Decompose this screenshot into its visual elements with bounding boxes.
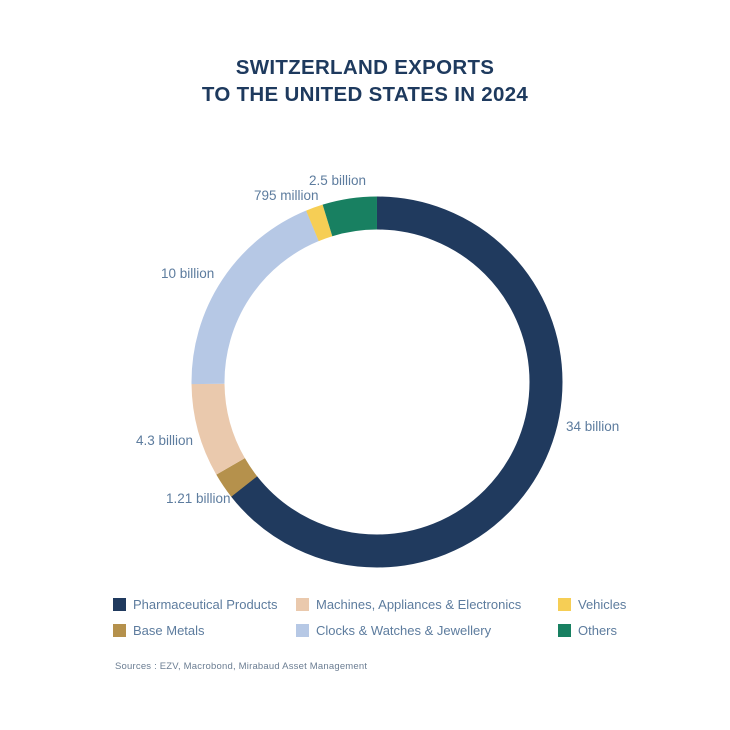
- legend-item-vehicles: Vehicles: [558, 597, 626, 612]
- legend-item-pharmaceutical-products: Pharmaceutical Products: [113, 597, 296, 612]
- legend-label: Base Metals: [133, 623, 205, 638]
- donut-slice: [191, 196, 563, 568]
- legend-swatch-machines-appliances-electronics: [296, 598, 309, 611]
- chart-title-line2: TO THE UNITED STATES IN 2024: [201, 83, 529, 106]
- donut-slice: [191, 196, 563, 568]
- slice-label-base-metals: 1.21 billion: [166, 491, 231, 506]
- legend-swatch-pharmaceutical-products: [113, 598, 126, 611]
- donut-slice: [191, 196, 563, 568]
- legend-item-base-metals: Base Metals: [113, 623, 296, 638]
- legend-label: Machines, Appliances & Electronics: [316, 597, 522, 612]
- slice-label-others: 2.5 billion: [309, 173, 367, 188]
- legend-item-machines-appliances-electronics: Machines, Appliances & Electronics: [296, 597, 558, 612]
- sources-note: Sources : EZV, Macrobond, Mirabaud Asset…: [115, 661, 368, 672]
- chart-title: SWITZERLAND EXPORTS TO THE UNITED STATES…: [0, 54, 730, 108]
- legend-label: Vehicles: [578, 597, 627, 612]
- legend-label: Clocks & Watches & Jewellery: [316, 623, 492, 638]
- donut-slice: [191, 196, 563, 568]
- donut-slice: [191, 196, 563, 568]
- legend-label: Pharmaceutical Products: [133, 597, 278, 612]
- donut-slice: [191, 196, 563, 568]
- legend-swatch-base-metals: [113, 624, 126, 637]
- slice-label-vehicles: 795 million: [254, 188, 319, 203]
- legend: Pharmaceutical Products Machines, Applia…: [113, 597, 626, 638]
- slice-label-machines-appliances-electronics: 4.3 billion: [136, 433, 194, 448]
- legend-swatch-clocks-watches-jewellery: [296, 624, 309, 637]
- legend-item-clocks-watches-jewellery: Clocks & Watches & Jewellery: [296, 623, 558, 638]
- slice-label-clocks-watches-jewellery: 10 billion: [161, 266, 215, 281]
- legend-swatch-others: [558, 624, 571, 637]
- chart-title-line1: SWITZERLAND EXPORTS: [235, 56, 495, 79]
- legend-swatch-vehicles: [558, 598, 571, 611]
- legend-label: Others: [578, 623, 618, 638]
- legend-item-others: Others: [558, 623, 626, 638]
- slice-label-pharmaceutical-products: 34 billion: [566, 419, 620, 434]
